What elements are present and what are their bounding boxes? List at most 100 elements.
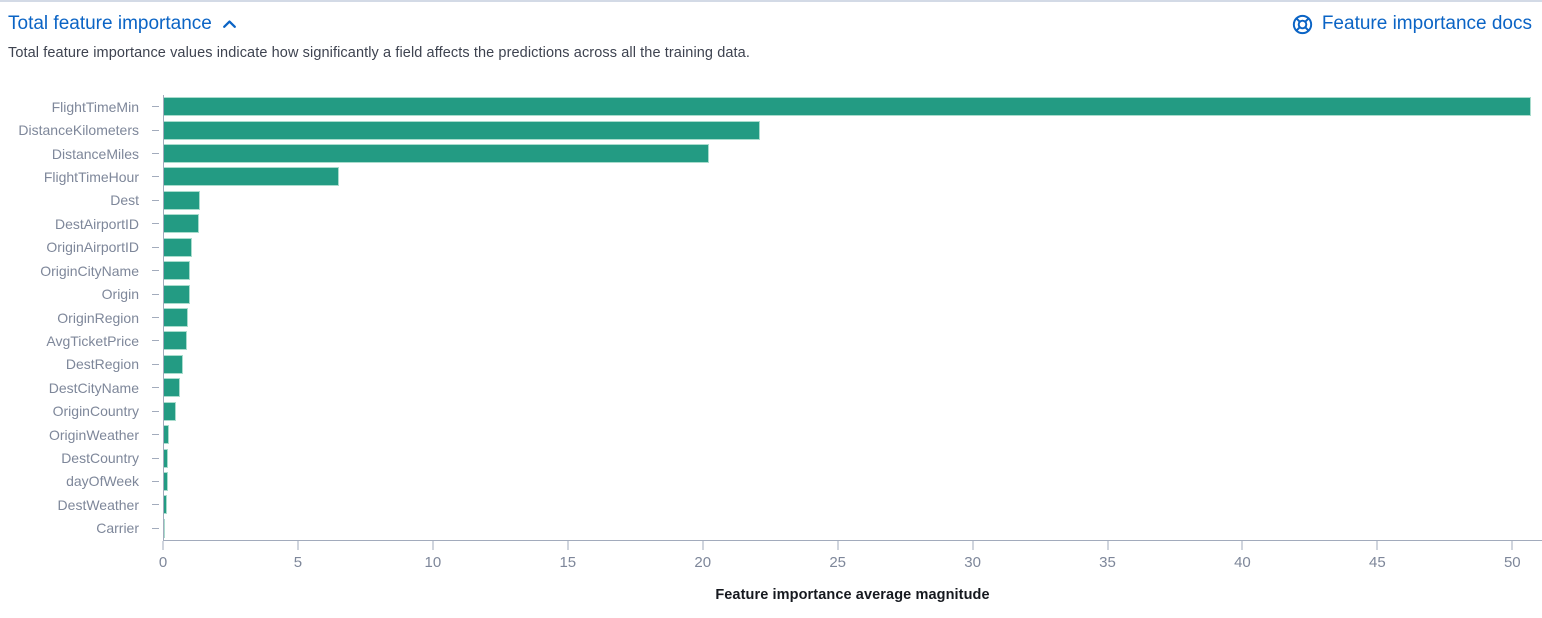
chart-row: OriginCountry <box>0 399 1542 423</box>
x-axis-tick-label: 30 <box>964 554 981 571</box>
y-axis-label: FlightTimeHour <box>43 168 139 185</box>
y-axis-label: DestCityName <box>48 379 139 396</box>
y-axis-label: DestRegion <box>65 356 139 373</box>
y-axis-label: OriginWeather <box>48 426 139 443</box>
y-axis-tick <box>139 293 163 295</box>
x-axis <box>162 540 1542 550</box>
y-axis-label: OriginAirportID <box>46 239 139 256</box>
feature-importance-bar[interactable] <box>164 518 166 538</box>
y-axis-label: Origin <box>101 286 139 303</box>
y-axis-label: OriginCountry <box>52 403 139 420</box>
y-axis-tick <box>139 480 163 482</box>
feature-importance-bar[interactable] <box>164 495 167 515</box>
y-axis-label: DestCountry <box>61 450 139 467</box>
docs-link-label: Feature importance docs <box>1321 13 1532 34</box>
row-plot-area <box>163 305 1542 330</box>
x-axis-tick-label: 45 <box>1369 554 1386 571</box>
row-plot-area <box>163 422 1542 447</box>
row-plot-area <box>163 516 1542 541</box>
x-axis-tick <box>1511 541 1513 550</box>
feature-importance-bar[interactable] <box>164 284 190 304</box>
x-axis-tick-label: 40 <box>1234 554 1251 571</box>
chart-row: DistanceKilometers <box>0 118 1542 142</box>
chevron-up-icon <box>221 16 238 33</box>
total-feature-importance-panel: Total feature importance Feature importa… <box>0 0 1542 603</box>
y-axis-label: DestWeather <box>57 496 139 513</box>
y-axis-tick <box>139 363 163 365</box>
y-axis-label: OriginRegion <box>57 309 139 326</box>
x-axis-tick <box>162 541 164 550</box>
row-plot-area <box>163 376 1542 400</box>
feature-importance-bar[interactable] <box>164 97 1532 117</box>
panel-top-border <box>0 0 1542 2</box>
y-axis-label: AvgTicketPrice <box>46 332 139 349</box>
y-axis-tick <box>139 527 163 529</box>
x-axis-tick <box>297 541 299 550</box>
y-axis-tick <box>139 457 163 459</box>
section-collapse-toggle[interactable]: Total feature importance <box>8 13 238 35</box>
x-axis-tick-labels: 0 5 10 15 20 25 30 35 40 45 50 <box>159 554 1542 573</box>
x-axis-title: Feature importance average magnitude <box>715 587 990 603</box>
feature-importance-bar[interactable] <box>164 190 201 210</box>
help-ring-icon <box>1292 14 1313 35</box>
y-axis-tick <box>139 106 163 108</box>
x-axis-tick <box>432 541 434 550</box>
y-axis-tick <box>139 317 163 318</box>
x-axis-tick <box>1107 541 1109 550</box>
feature-importance-bar[interactable] <box>164 378 181 398</box>
x-axis-tick <box>702 541 704 550</box>
row-plot-area <box>163 258 1542 283</box>
x-axis-tick-label: 15 <box>559 554 577 571</box>
chart-row: OriginAirportID <box>0 235 1542 259</box>
y-axis-tick <box>139 387 163 389</box>
feature-importance-bar[interactable] <box>164 120 760 140</box>
feature-importance-docs-link[interactable]: Feature importance docs <box>1292 13 1532 35</box>
feature-importance-bar[interactable] <box>164 308 189 327</box>
row-plot-area <box>163 188 1542 213</box>
feature-importance-bar[interactable] <box>164 448 169 468</box>
feature-importance-bar[interactable] <box>164 354 183 374</box>
feature-importance-bar[interactable] <box>164 237 193 257</box>
y-axis-label: DistanceMiles <box>51 145 139 162</box>
x-axis-tick <box>567 541 569 550</box>
y-axis-label: Carrier <box>96 520 139 537</box>
row-plot-area <box>163 329 1542 353</box>
chart-row: FlightTimeMin <box>0 95 1542 119</box>
y-axis-tick <box>139 129 163 131</box>
feature-importance-bar[interactable] <box>164 471 169 491</box>
section-description: Total feature importance values indicate… <box>8 45 750 61</box>
y-axis-label: DistanceKilometers <box>18 122 139 139</box>
chart-row: DestRegion <box>0 352 1542 377</box>
feature-importance-bar[interactable] <box>164 331 187 351</box>
x-axis-tick-label: 10 <box>424 554 442 571</box>
x-axis-tick-label: 50 <box>1503 554 1521 571</box>
feature-importance-bar[interactable] <box>164 214 200 234</box>
chart-row: DestCityName <box>0 376 1542 400</box>
feature-importance-bar[interactable] <box>164 425 170 445</box>
x-axis-tick-label: 25 <box>829 554 846 571</box>
row-plot-area <box>163 165 1542 189</box>
row-plot-area <box>163 493 1542 517</box>
feature-importance-bar[interactable] <box>164 401 177 421</box>
feature-importance-bar[interactable] <box>164 261 190 281</box>
row-plot-area <box>163 469 1542 494</box>
feature-importance-bar[interactable] <box>164 144 709 164</box>
y-axis-tick <box>139 270 163 272</box>
x-axis-tick-label: 35 <box>1099 554 1116 571</box>
y-axis-tick <box>139 410 163 412</box>
y-axis-tick <box>139 504 163 506</box>
x-axis-tick-label: 5 <box>293 554 303 571</box>
panel-header: Total feature importance Feature importa… <box>0 2 1542 35</box>
y-axis-label: Dest <box>110 192 139 209</box>
chart-row: DestAirportID <box>0 212 1542 236</box>
y-axis-tick <box>139 176 163 178</box>
y-axis-label: OriginCityName <box>40 262 139 279</box>
y-axis-tick <box>139 434 163 436</box>
feature-importance-bar[interactable] <box>164 167 340 187</box>
row-plot-area <box>163 352 1542 377</box>
x-axis-tick <box>1241 541 1243 550</box>
y-axis-label: dayOfWeek <box>66 473 139 490</box>
chart-row: OriginRegion <box>0 305 1542 330</box>
chart-row: Origin <box>0 282 1542 306</box>
chart-row: DistanceMiles <box>0 141 1542 166</box>
